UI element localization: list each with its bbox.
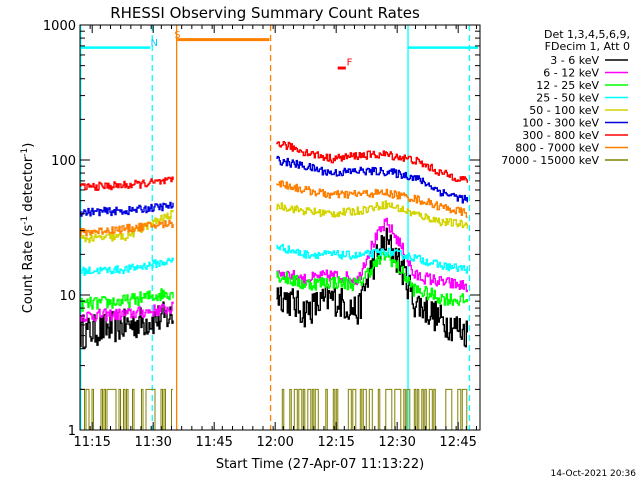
annotation-n: N xyxy=(151,38,158,49)
series-line xyxy=(276,141,468,183)
series-line xyxy=(80,210,174,244)
y-axis-label: Count Rate (s-1 detector-1) xyxy=(20,143,36,314)
x-tick-label: 12:00 xyxy=(256,435,293,450)
series-line xyxy=(80,257,174,276)
annotation-f: F xyxy=(347,58,353,69)
series-line xyxy=(276,155,468,204)
series-25-50-kev xyxy=(80,243,468,276)
series-12-25-kev xyxy=(80,251,468,312)
legend-header: Det 1,3,4,5,6,9, xyxy=(544,28,630,41)
series-300-800-kev xyxy=(80,141,468,191)
x-tick-label: 11:15 xyxy=(73,435,110,450)
legend-entry-label: 12 - 25 keV xyxy=(536,79,599,92)
series-line xyxy=(80,301,174,323)
legend-entry-label: 800 - 7000 keV xyxy=(515,142,599,155)
legend: Det 1,3,4,5,6,9,FDecim 1, Att 03 - 6 keV… xyxy=(501,28,630,167)
legend-entry-label: 300 - 800 keV xyxy=(522,129,599,142)
series-line xyxy=(80,201,174,217)
series-3-6-kev xyxy=(80,227,468,350)
axis-layer: 11:15 11:30 11:45 12:00 12:15 12:30 12:45 1 10 10… xyxy=(43,19,480,450)
series-line xyxy=(80,388,173,431)
chart-title: RHESSI Observing Summary Count Rates xyxy=(110,4,420,22)
x-tick-label: 12:15 xyxy=(317,435,354,450)
legend-entry-label: 3 - 6 keV xyxy=(550,54,599,67)
series-line xyxy=(276,388,468,431)
series-line xyxy=(80,176,174,191)
series-line xyxy=(80,219,174,237)
x-axis-label: Start Time (27-Apr-07 11:13:22) xyxy=(216,457,424,472)
legend-entry-label: 6 - 12 keV xyxy=(543,67,599,80)
series-line xyxy=(276,200,468,229)
legend-entry-label: 100 - 300 keV xyxy=(522,117,599,130)
legend-entry-label: 50 - 100 keV xyxy=(529,104,599,117)
x-tick-label: 12:45 xyxy=(439,435,476,450)
series-100-300-kev xyxy=(80,155,468,217)
x-tick-label: 12:30 xyxy=(378,435,415,450)
footer-date: 14-Oct-2021 20:36 xyxy=(551,469,637,479)
y-tick-label: 1000 xyxy=(43,19,76,34)
annotation-layer: N S F xyxy=(151,30,353,69)
series-line xyxy=(80,301,174,350)
plot-frame xyxy=(79,24,481,431)
series-7000-15000-kev xyxy=(80,388,468,431)
series-line xyxy=(80,288,174,312)
series-layer xyxy=(80,141,468,431)
series-line xyxy=(276,180,468,218)
series-line xyxy=(276,243,468,274)
series-800-7000-kev xyxy=(80,180,468,237)
legend-header: FDecim 1, Att 0 xyxy=(545,40,630,53)
annotation-s: S xyxy=(174,30,180,41)
y-tick-label: 10 xyxy=(59,289,76,304)
legend-entry-label: 25 - 50 keV xyxy=(536,92,599,105)
x-tick-label: 11:45 xyxy=(195,435,232,450)
y-tick-label: 100 xyxy=(51,154,76,169)
legend-entry-label: 7000 - 15000 keV xyxy=(501,154,599,167)
series-line xyxy=(276,251,468,306)
x-tick-label: 11:30 xyxy=(134,435,171,450)
series-50-100-kev xyxy=(80,200,468,244)
y-tick-label: 1 xyxy=(68,424,76,439)
